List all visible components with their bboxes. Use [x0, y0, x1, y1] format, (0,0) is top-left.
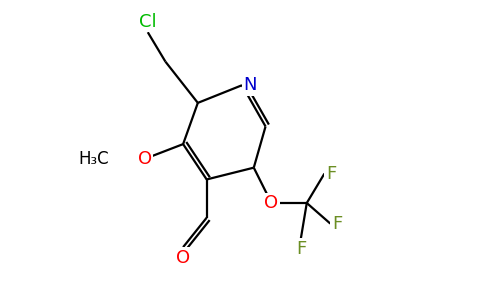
- Text: F: F: [332, 214, 342, 232]
- Text: F: F: [326, 165, 336, 183]
- Text: O: O: [264, 194, 278, 212]
- Text: N: N: [243, 76, 257, 94]
- Text: O: O: [176, 249, 190, 267]
- Text: F: F: [296, 240, 306, 258]
- Text: H₃C: H₃C: [79, 150, 109, 168]
- Text: O: O: [138, 150, 152, 168]
- Text: Cl: Cl: [139, 13, 157, 31]
